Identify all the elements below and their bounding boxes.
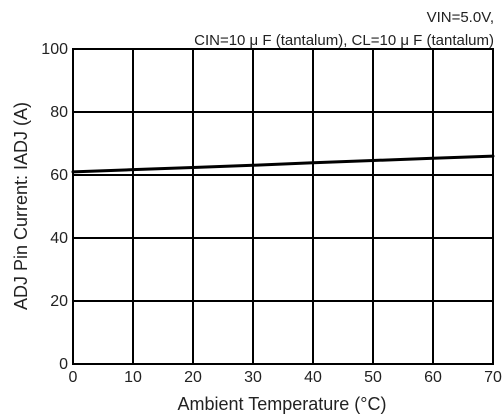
y-tick-label-0: 0: [59, 356, 68, 373]
x-tick-label-40: 40: [304, 369, 322, 386]
y-tick-label-80: 80: [50, 104, 68, 121]
tick-labels: 0 10 20 30 40 50 60 70 0 20 40 60 80 100: [41, 41, 502, 386]
y-tick-label-40: 40: [50, 230, 68, 247]
y-tick-label-100: 100: [41, 41, 68, 58]
series-layer: [71, 154, 495, 174]
x-tick-label-60: 60: [424, 369, 442, 386]
x-tick-label-0: 0: [69, 369, 78, 386]
x-axis-label: Ambient Temperature (°C): [178, 394, 387, 414]
series-line-0: [71, 154, 495, 174]
y-tick-label-20: 20: [50, 293, 68, 310]
y-tick-label-60: 60: [50, 167, 68, 184]
x-tick-label-70: 70: [484, 369, 502, 386]
x-tick-label-20: 20: [184, 369, 202, 386]
annotation-line-2: CIN=10 μ F (tantalum), CL=10 μ F (tantal…: [194, 32, 494, 49]
x-tick-label-30: 30: [244, 369, 262, 386]
plot-frame: [72, 48, 494, 365]
x-tick-label-50: 50: [364, 369, 382, 386]
y-axis-label: ADJ Pin Current: IADJ (A): [11, 102, 31, 310]
x-tick-label-10: 10: [124, 369, 142, 386]
annotation-line-1: VIN=5.0V,: [427, 9, 494, 26]
grid-lines: [73, 49, 493, 364]
